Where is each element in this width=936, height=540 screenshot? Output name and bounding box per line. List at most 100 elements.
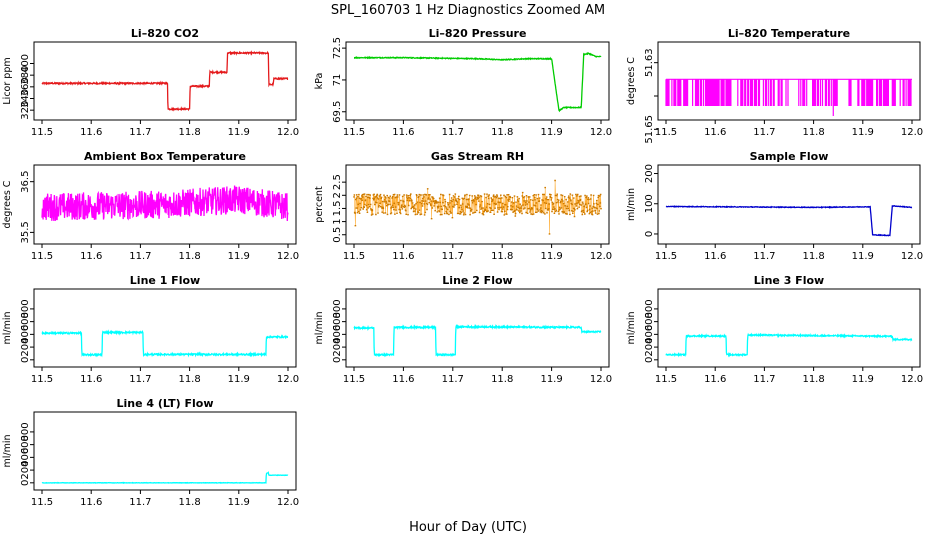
y-tick-label: 400 (20, 325, 31, 344)
y-axis-label: degrees C (626, 57, 637, 105)
y-tick-label: 800 (20, 422, 31, 441)
x-tick-label: 11.7 (442, 251, 464, 262)
x-tick-label: 12.0 (901, 127, 923, 138)
x-tick-label: 11.9 (852, 374, 874, 385)
x-tick-label: 11.8 (178, 251, 200, 262)
series-line (41, 50, 289, 112)
x-tick-label: 12.0 (590, 251, 612, 262)
y-tick-label: 35.5 (20, 221, 31, 243)
x-tick-label: 11.6 (704, 374, 726, 385)
x-tick-label: 11.8 (178, 127, 200, 138)
series-line (665, 79, 912, 106)
y-tick-label: 600 (644, 312, 655, 331)
plot-frame (33, 41, 297, 121)
y-tick-label: 1 (332, 218, 343, 224)
x-tick-label: 11.5 (343, 251, 365, 262)
panel-9: Line 4 (LT) Flow ml/min 11.5 11.6 11.7 11.8 11… (2, 397, 299, 508)
series-group (41, 50, 289, 112)
y-tick-label: 0 (644, 231, 655, 237)
y-axis-label: ml/min (626, 311, 637, 344)
y-tick-label: 0.5 (332, 227, 343, 243)
x-tick-label: 11.9 (540, 374, 562, 385)
x-tick-label: 11.7 (129, 497, 151, 508)
x-tick-label: 11.5 (31, 374, 53, 385)
y-tick-label: 36.5 (20, 171, 31, 193)
plot-frame (33, 288, 297, 368)
y-tick-label: 200 (20, 338, 31, 357)
x-tick-label: 11.5 (655, 127, 677, 138)
series-line (41, 471, 289, 484)
x-tick-label: 11.9 (228, 374, 250, 385)
panel-5: Sample Flow ml/min 11.5 11.6 11.7 11.8 11.9 12.… (626, 150, 923, 262)
x-tick-label: 11.5 (343, 374, 365, 385)
y-tick-label: 800 (644, 299, 655, 318)
x-tick-label: 11.5 (655, 374, 677, 385)
series-group (41, 471, 289, 484)
y-tick-label: 320 (20, 101, 31, 120)
panel-title: Li–820 Temperature (728, 27, 850, 40)
y-tick-label: 200 (20, 461, 31, 480)
series-line (41, 185, 289, 222)
y-tick-label: 800 (20, 299, 31, 318)
x-tick-label: 11.6 (704, 127, 726, 138)
plot-frame (33, 164, 297, 245)
panel-title: Li–820 Pressure (429, 27, 527, 40)
panel-8: Line 3 Flow ml/min 11.5 11.6 11.7 11.8 11.9 12.… (626, 274, 923, 385)
series-group (353, 51, 602, 113)
plot-frame (345, 41, 610, 121)
x-tick-label: 11.7 (442, 374, 464, 385)
y-tick-label: 400 (20, 54, 31, 73)
y-axis-label: ml/min (2, 311, 13, 344)
x-tick-label: 11.5 (31, 251, 53, 262)
x-tick-label: 11.7 (753, 251, 775, 262)
series-line (353, 323, 602, 358)
y-axis-label: ml/min (2, 434, 13, 467)
panel-title: Line 4 (LT) Flow (117, 397, 214, 410)
plot-frame (657, 164, 921, 245)
x-tick-label: 11.8 (491, 374, 513, 385)
plot-frame (345, 164, 610, 245)
y-tick-label: 200 (644, 338, 655, 357)
y-axis-label: degrees C (2, 180, 13, 228)
panel-6: Line 1 Flow ml/min 11.5 11.6 11.7 11.8 11.9 12.… (2, 274, 299, 385)
series-group (665, 205, 913, 237)
x-tick-label: 11.7 (753, 127, 775, 138)
y-tick-label: 360 (20, 77, 31, 96)
x-tick-label: 11.6 (80, 497, 102, 508)
x-tick-label: 11.9 (540, 127, 562, 138)
x-tick-label: 11.7 (129, 127, 151, 138)
x-tick-label: 11.9 (228, 251, 250, 262)
series-group (353, 179, 602, 235)
x-tick-label: 11.7 (129, 374, 151, 385)
series-group (353, 323, 602, 358)
y-tick-label: 2 (332, 192, 343, 198)
series-group (665, 332, 913, 358)
panel-2: Li–820 Temperature degrees C 11.5 11.6 11.7 1… (626, 27, 923, 144)
x-tick-label: 11.8 (802, 251, 824, 262)
panel-3: Ambient Box Temperature degrees C 11.5 11.6… (2, 150, 299, 262)
x-tick-label: 11.8 (178, 374, 200, 385)
x-tick-label: 12.0 (277, 127, 299, 138)
x-tick-label: 11.6 (392, 127, 414, 138)
y-tick-label: 400 (332, 325, 343, 344)
x-tick-label: 11.8 (178, 497, 200, 508)
y-tick-label: 600 (20, 435, 31, 454)
x-tick-label: 12.0 (901, 251, 923, 262)
y-axis-label: percent (314, 186, 325, 223)
x-tick-label: 11.5 (31, 127, 53, 138)
x-tick-label: 12.0 (277, 374, 299, 385)
series-line (665, 332, 913, 358)
plot-frame (33, 411, 297, 491)
y-tick-label: 400 (644, 325, 655, 344)
y-tick-label: 51.65 (644, 115, 655, 144)
panel-1: Li–820 Pressure kPa 11.5 11.6 11.7 11.8 11.9 12… (314, 27, 612, 138)
x-tick-label: 11.8 (491, 251, 513, 262)
y-tick-label: 400 (20, 448, 31, 467)
y-axis-label: kPa (314, 73, 325, 90)
y-tick-label: 72.5 (332, 37, 343, 59)
x-tick-label: 11.9 (852, 251, 874, 262)
figure-xlabel: Hour of Day (UTC) (409, 520, 527, 535)
x-tick-label: 11.9 (540, 251, 562, 262)
